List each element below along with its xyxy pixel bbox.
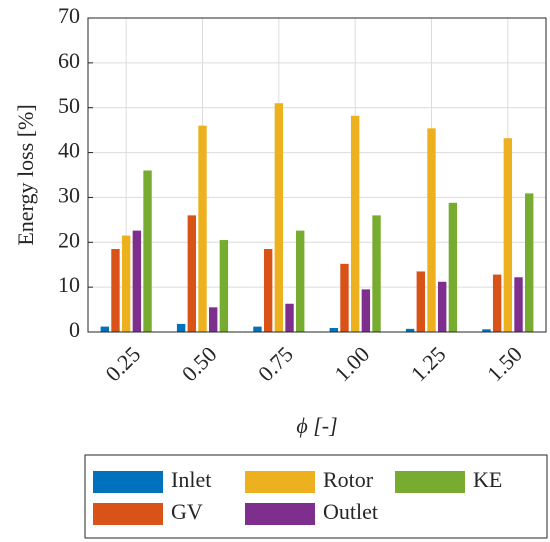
bar bbox=[492, 274, 502, 332]
bar bbox=[263, 249, 273, 332]
y-tick-label: 40 bbox=[58, 138, 80, 163]
legend-label: KE bbox=[473, 467, 502, 492]
bar bbox=[208, 307, 218, 332]
x-tick-label: 0.50 bbox=[177, 341, 222, 386]
x-tick-label: 1.25 bbox=[406, 341, 451, 386]
bar bbox=[514, 277, 523, 332]
y-tick-label: 0 bbox=[69, 317, 80, 342]
y-tick-label: 30 bbox=[58, 182, 80, 207]
x-tick-label: 0.25 bbox=[100, 341, 145, 386]
bar bbox=[427, 128, 436, 332]
bar bbox=[329, 327, 338, 332]
legend-label: Outlet bbox=[323, 499, 378, 524]
bar bbox=[405, 328, 415, 332]
x-tick-label: 1.50 bbox=[482, 341, 527, 386]
y-tick-label: 70 bbox=[58, 3, 80, 28]
legend-label: Inlet bbox=[171, 467, 211, 492]
bar bbox=[187, 215, 197, 332]
plot-area bbox=[88, 18, 546, 332]
y-axis-label: Energy loss [%] bbox=[13, 104, 38, 245]
bar bbox=[100, 326, 109, 332]
y-tick-label: 20 bbox=[58, 227, 80, 252]
legend-swatch bbox=[245, 503, 315, 525]
bar bbox=[350, 115, 360, 332]
bar bbox=[437, 281, 447, 332]
x-tick-label: 0.75 bbox=[253, 341, 298, 386]
bar bbox=[219, 240, 229, 332]
bar bbox=[525, 193, 534, 332]
legend-swatch bbox=[93, 471, 163, 493]
bar bbox=[176, 323, 186, 332]
bar bbox=[121, 235, 131, 332]
x-axis-label: ϕ [-] bbox=[296, 413, 337, 438]
bar bbox=[296, 230, 305, 332]
legend-swatch bbox=[395, 471, 465, 493]
y-tick-label: 60 bbox=[58, 48, 80, 73]
y-tick-label: 10 bbox=[58, 272, 80, 297]
bar bbox=[198, 125, 207, 333]
bar bbox=[340, 263, 349, 332]
bar bbox=[285, 303, 294, 332]
legend-swatch bbox=[93, 503, 163, 525]
legend-label: GV bbox=[171, 499, 203, 524]
y-tick-label: 50 bbox=[58, 93, 80, 118]
bar bbox=[416, 271, 426, 332]
bar bbox=[143, 170, 152, 332]
bar bbox=[372, 215, 381, 332]
bar bbox=[111, 249, 120, 332]
legend-swatch bbox=[245, 471, 315, 493]
bar bbox=[361, 289, 371, 332]
bar bbox=[503, 138, 513, 332]
x-tick-label: 1.00 bbox=[329, 341, 374, 386]
bar bbox=[448, 202, 458, 332]
bar bbox=[482, 329, 491, 332]
axes-frame bbox=[87, 17, 547, 333]
legend-label: Rotor bbox=[323, 467, 374, 492]
bar bbox=[253, 326, 262, 332]
bar bbox=[274, 103, 284, 332]
bar bbox=[132, 230, 142, 332]
